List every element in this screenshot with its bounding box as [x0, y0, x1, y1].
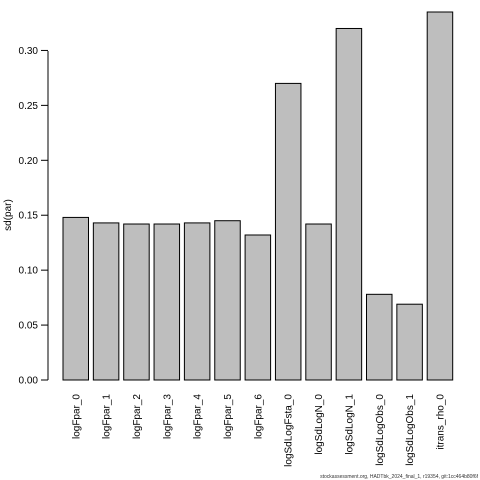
bar-logSdLogFsta_0 [274, 82, 302, 381]
y-tick-label: 0.25 [19, 101, 39, 112]
bars [62, 11, 454, 381]
bar-logFpar_3 [153, 223, 181, 381]
y-tick-label: 0.05 [19, 321, 39, 332]
category-label: logSdLogN_1 [344, 394, 355, 455]
category-label: itrans_rho_0 [435, 394, 446, 450]
y-axis: 0.00 0.05 0.10 0.15 0.20 0.25 0.30 [19, 46, 49, 387]
y-tick-label: 0.20 [19, 156, 39, 167]
bar-logFpar_5 [214, 220, 241, 381]
bar-logFpar_4 [183, 222, 211, 381]
y-tick-label: 0.10 [19, 266, 39, 277]
category-label: logSdLogFsta_0 [284, 394, 295, 467]
bar-logSdLogObs_1 [396, 303, 423, 381]
footer-note: stockassessment.org, HADTbk_2024_final_1… [320, 474, 478, 480]
category-label: logFpar_3 [162, 394, 173, 439]
category-label: logFpar_1 [102, 394, 113, 439]
bar-logFpar_1 [92, 222, 120, 381]
y-axis-label: sd(par) [3, 199, 14, 231]
y-tick-label: 0.00 [19, 376, 39, 387]
category-label: logSdLogObs_0 [375, 394, 386, 466]
category-label: logFpar_4 [193, 394, 204, 439]
category-label: logFpar_5 [223, 394, 234, 439]
bar-logSdLogObs_0 [366, 293, 393, 381]
y-tick-label: 0.30 [19, 46, 39, 57]
category-label: logSdLogObs_1 [405, 394, 416, 466]
category-labels: logFpar_0 logFpar_1 logFpar_2 logFpar_3 logF… [71, 394, 446, 467]
bar-logFpar_6 [244, 234, 272, 381]
y-ticks: 0.00 0.05 0.10 0.15 0.20 0.25 0.30 [19, 46, 48, 387]
bar-logFpar_2 [123, 223, 150, 381]
bar-itrans_rho_0 [426, 11, 454, 381]
y-tick-label: 0.15 [19, 211, 39, 222]
bar-logSdLogN_0 [305, 223, 332, 381]
category-label: logFpar_2 [132, 394, 143, 439]
category-label: logSdLogN_0 [314, 394, 325, 455]
category-label: logFpar_6 [253, 394, 264, 439]
bar-logSdLogN_1 [335, 27, 363, 381]
category-label: logFpar_0 [71, 394, 82, 439]
bar-logFpar_0 [62, 216, 89, 381]
